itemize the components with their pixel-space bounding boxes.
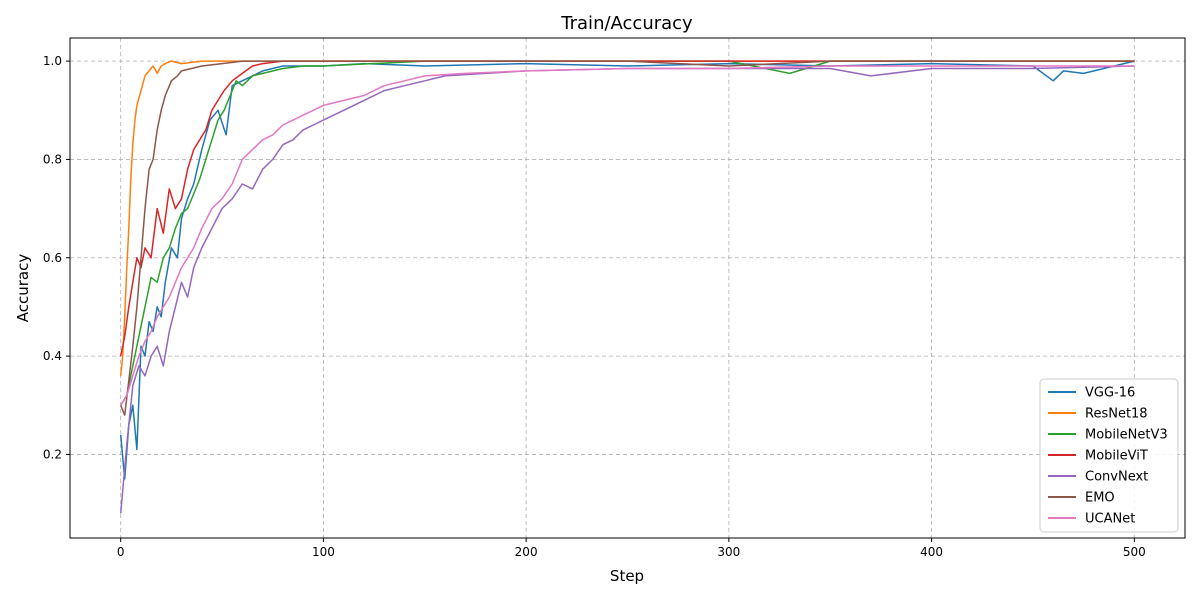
y-tick-label: 1.0 <box>43 54 62 68</box>
x-tick-label: 100 <box>312 545 335 559</box>
tick-layer: 0 100 200 300 400 500 0.2 0.4 0.6 0.8 1.0 <box>43 54 1146 559</box>
x-tick-label: 400 <box>920 545 943 559</box>
legend-label-mobilevit: MobileViT <box>1085 449 1148 464</box>
legend-label-vgg-16: VGG-16 <box>1085 386 1135 401</box>
legend-label-emo: EMO <box>1085 491 1115 506</box>
y-tick-label: 0.4 <box>43 349 62 363</box>
y-tick-label: 0.8 <box>43 152 62 166</box>
chart-title: Train/Accuracy <box>560 13 693 34</box>
y-axis-label: Accuracy <box>14 254 32 323</box>
plot-frame <box>69 37 1186 539</box>
series-line-ucanet <box>120 65 1135 406</box>
x-tick-label: 300 <box>717 545 740 559</box>
x-tick-label: 0 <box>117 545 125 559</box>
legend-label-resnet18: ResNet18 <box>1085 407 1148 422</box>
x-tick-label: 200 <box>515 545 538 559</box>
y-tick-label: 0.2 <box>43 447 62 461</box>
legend-label-mobilenetv3: MobileNetV3 <box>1085 428 1168 443</box>
series-line-emo <box>120 60 1135 416</box>
series-layer <box>119 60 1135 514</box>
y-tick-label: 0.6 <box>43 251 62 265</box>
x-axis-label: Step <box>610 567 644 585</box>
legend-label-convnext: ConvNext <box>1085 470 1148 485</box>
legend-label-ucanet: UCANet <box>1085 512 1135 527</box>
x-tick-label: 500 <box>1123 545 1146 559</box>
legend-box <box>1039 378 1179 533</box>
chart-legend: VGG-16 ResNet18 MobileNetV3 MobileViT ConvNe… <box>1039 378 1179 533</box>
